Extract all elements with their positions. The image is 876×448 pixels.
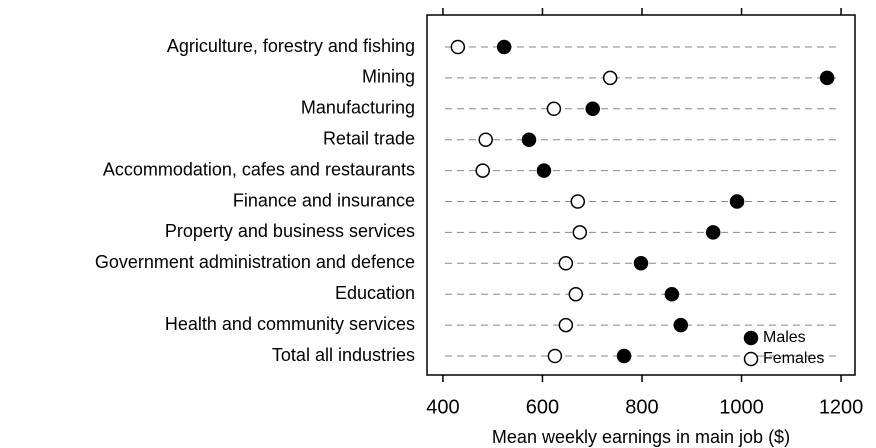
category-label: Government administration and defence xyxy=(95,252,415,272)
x-tick-label: 400 xyxy=(426,396,459,418)
category-label: Retail trade xyxy=(323,128,415,148)
dot xyxy=(819,70,835,86)
x-tick-label: 1200 xyxy=(819,396,864,418)
category-label: Health and community services xyxy=(165,314,415,334)
dot xyxy=(729,194,745,209)
x-axis-label: Mean weekly earnings in main job ($) xyxy=(492,427,790,447)
x-tick-label: 1000 xyxy=(719,396,764,418)
category-label: Accommodation, cafes and restaurants xyxy=(103,159,415,179)
dot xyxy=(558,256,574,271)
legend-label: Females xyxy=(763,350,824,367)
dot xyxy=(546,101,562,117)
x-tick-label: 600 xyxy=(526,396,559,418)
dot xyxy=(475,163,490,178)
category-label: Finance and insurance xyxy=(233,190,415,210)
dot xyxy=(585,101,600,117)
category-label: Mining xyxy=(362,67,415,87)
category-label: Manufacturing xyxy=(301,98,415,118)
dot xyxy=(478,132,493,147)
dot xyxy=(673,317,689,333)
x-tick-label: 800 xyxy=(625,396,658,418)
dot xyxy=(705,225,721,240)
dot xyxy=(450,39,466,55)
dot xyxy=(633,256,649,271)
dot xyxy=(536,163,552,178)
dot xyxy=(547,348,563,364)
category-label: Property and business services xyxy=(165,221,415,241)
dot xyxy=(602,70,618,86)
legend-marker xyxy=(743,330,759,346)
category-label: Education xyxy=(335,283,415,303)
legend-marker xyxy=(743,351,759,367)
dot xyxy=(572,225,588,240)
category-label: Total all industries xyxy=(272,345,415,365)
legend-label: Males xyxy=(763,329,806,346)
plot-frame xyxy=(426,14,856,376)
dot xyxy=(558,317,574,333)
dot xyxy=(496,39,512,55)
category-label: Agriculture, forestry and fishing xyxy=(167,36,415,56)
dot xyxy=(521,132,537,147)
dot xyxy=(664,286,680,302)
dot xyxy=(568,286,584,302)
dot xyxy=(616,348,632,364)
dot xyxy=(570,194,586,209)
